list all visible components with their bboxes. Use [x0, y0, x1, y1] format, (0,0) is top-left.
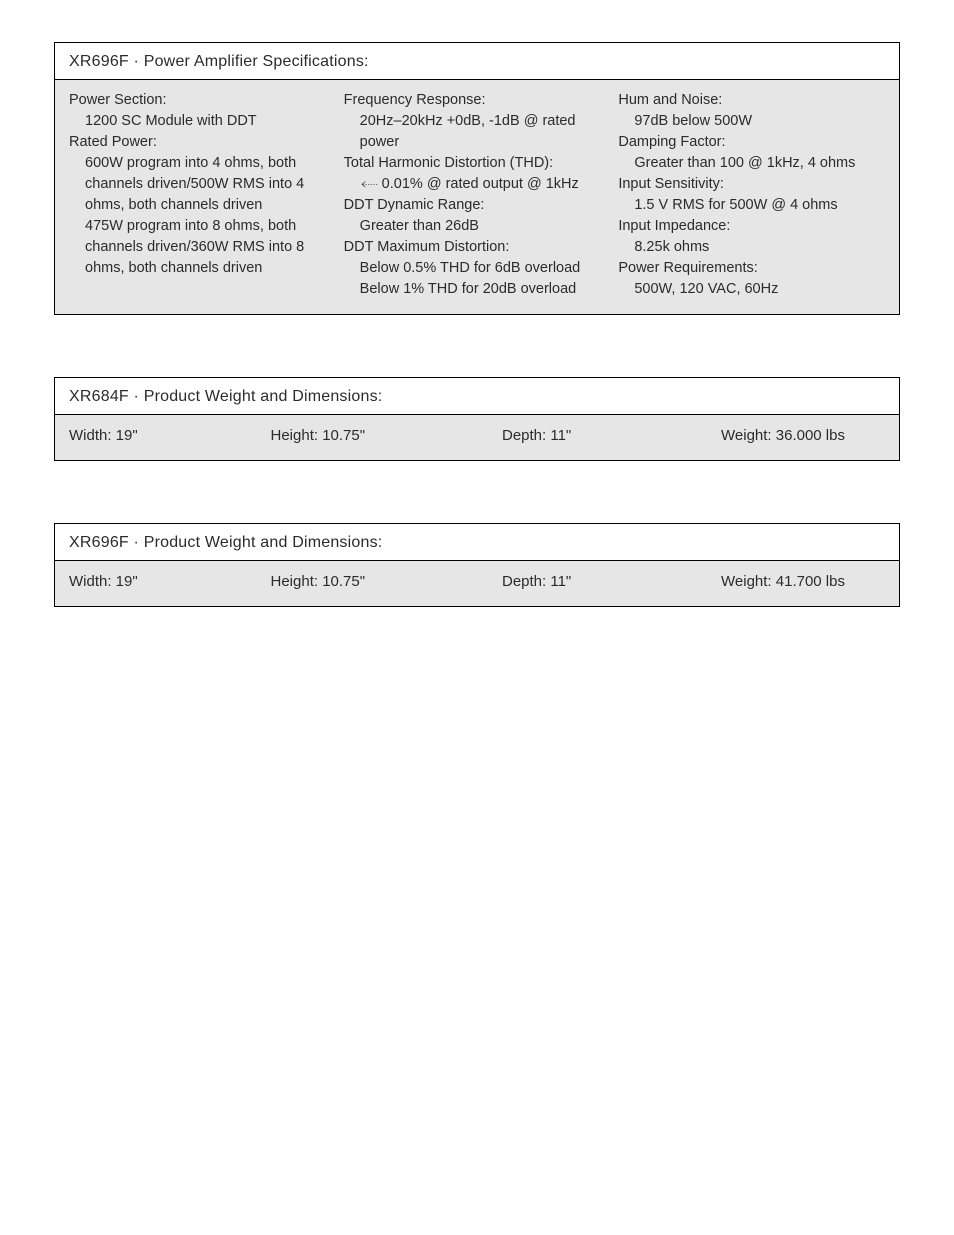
spec-value: 8.25k ohms — [618, 237, 885, 258]
xr684f-dims-box: XR684F · Product Weight and Dimensions: … — [54, 377, 900, 461]
spec-value: 600W program into 4 ohms, both channels … — [69, 153, 336, 216]
spec-label: Rated Power: — [69, 132, 336, 153]
spec-value: 500W, 120 VAC, 60Hz — [618, 279, 885, 300]
spec-value: Greater than 100 @ 1kHz, 4 ohms — [618, 153, 885, 174]
spec-value: 1.5 V RMS for 500W @ 4 ohms — [618, 195, 885, 216]
spec-label: Total Harmonic Distortion (THD): — [344, 153, 611, 174]
spec-label: Power Section: — [69, 90, 336, 111]
spec-value: 1200 SC Module with DDT — [69, 111, 336, 132]
amp-spec-body: Power Section:1200 SC Module with DDTRat… — [55, 80, 899, 314]
amp-col-1: Power Section:1200 SC Module with DDTRat… — [69, 90, 336, 300]
spec-label: Input Impedance: — [618, 216, 885, 237]
spec-value: Below 1% THD for 20dB overload — [344, 279, 611, 300]
spec-value: 20Hz–20kHz +0dB, -1dB @ rated power — [344, 111, 611, 153]
dim-depth: Depth: 11" — [442, 425, 674, 446]
spec-label: Input Sensitivity: — [618, 174, 885, 195]
dim-depth: Depth: 11" — [442, 571, 674, 592]
amp-spec-box: XR696F · Power Amplifier Specifications:… — [54, 42, 900, 315]
spec-label: Frequency Response: — [344, 90, 611, 111]
amp-spec-title: XR696F · Power Amplifier Specifications: — [55, 43, 899, 80]
xr696f-dims-title: XR696F · Product Weight and Dimensions: — [55, 524, 899, 561]
dim-width: Width: 19" — [69, 425, 241, 446]
amp-col-2: Frequency Response:20Hz–20kHz +0dB, -1dB… — [344, 90, 611, 300]
spec-label: DDT Maximum Distortion: — [344, 237, 611, 258]
dim-height: Height: 10.75" — [241, 425, 443, 446]
spec-label: Damping Factor: — [618, 132, 885, 153]
xr696f-dims-body: Width: 19" Height: 10.75" Depth: 11" Wei… — [55, 561, 899, 606]
arrow-left-icon — [360, 181, 380, 188]
amp-col-3: Hum and Noise:97dB below 500WDamping Fac… — [618, 90, 885, 300]
spec-value: 97dB below 500W — [618, 111, 885, 132]
spec-value: Below 0.5% THD for 6dB overload — [344, 258, 611, 279]
page: XR696F · Power Amplifier Specifications:… — [0, 0, 954, 607]
spec-label: Power Requirements: — [618, 258, 885, 279]
spec-label: Hum and Noise: — [618, 90, 885, 111]
spec-label: DDT Dynamic Range: — [344, 195, 611, 216]
dim-weight: Weight: 41.700 lbs — [674, 571, 886, 592]
spec-value: Greater than 26dB — [344, 216, 611, 237]
dim-weight: Weight: 36.000 lbs — [674, 425, 886, 446]
dim-width: Width: 19" — [69, 571, 241, 592]
xr696f-dims-box: XR696F · Product Weight and Dimensions: … — [54, 523, 900, 607]
xr684f-dims-title: XR684F · Product Weight and Dimensions: — [55, 378, 899, 415]
dim-height: Height: 10.75" — [241, 571, 443, 592]
spec-value: 0.01% @ rated output @ 1kHz — [344, 174, 611, 195]
spec-value: 475W program into 8 ohms, both channels … — [69, 216, 336, 279]
xr684f-dims-body: Width: 19" Height: 10.75" Depth: 11" Wei… — [55, 415, 899, 460]
